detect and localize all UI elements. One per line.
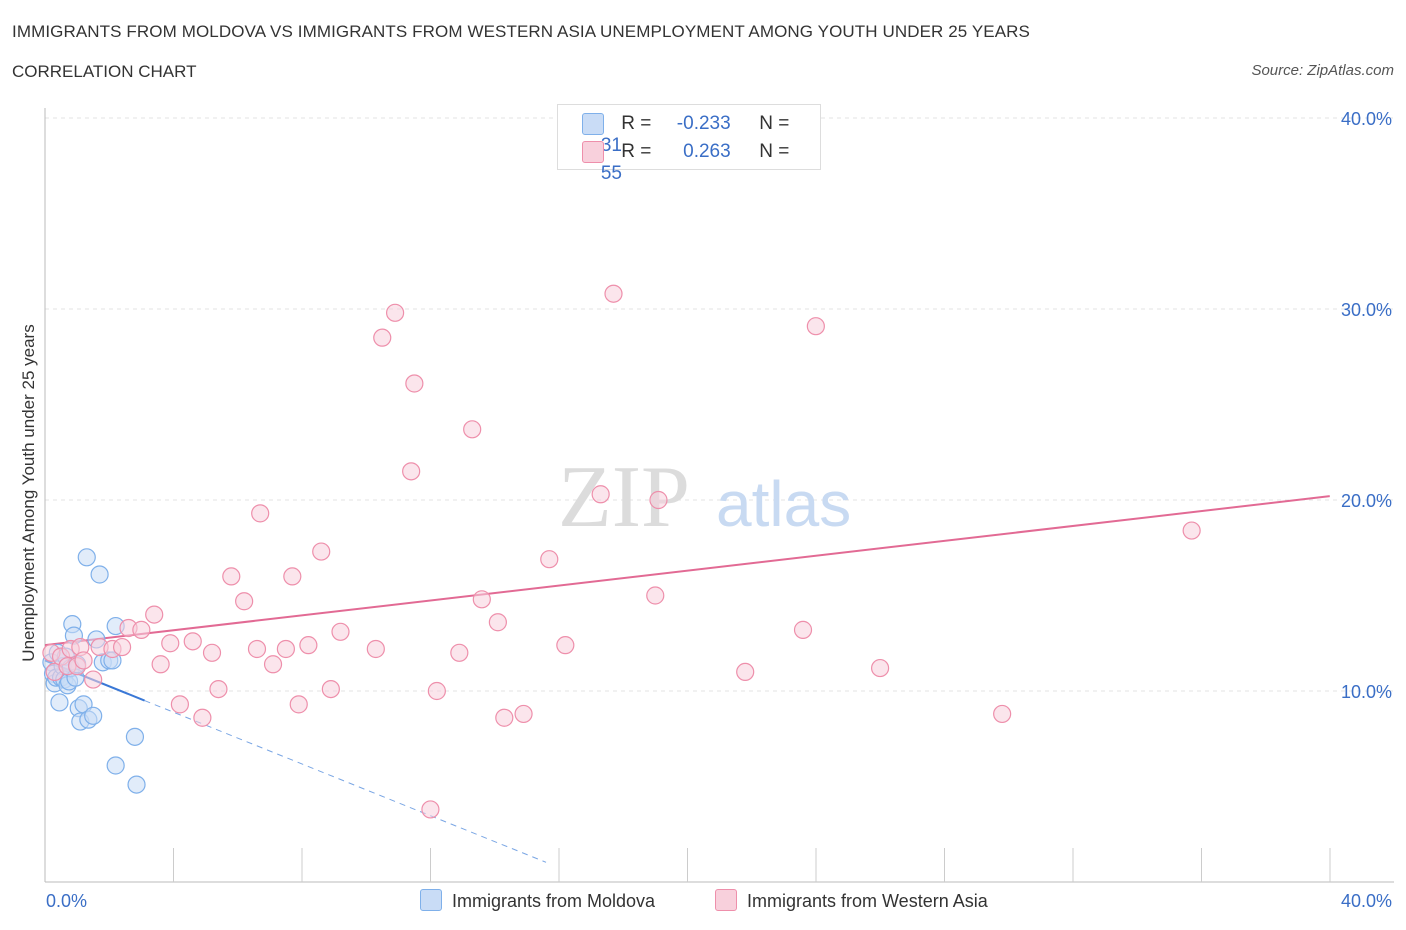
legend-swatch <box>420 889 442 911</box>
x-tick-label: 0.0% <box>46 891 87 911</box>
point-western-asia <box>421 800 440 819</box>
point-moldova <box>90 565 109 584</box>
point-western-asia <box>263 655 283 674</box>
point-western-asia <box>193 708 212 727</box>
point-western-asia <box>495 708 514 727</box>
stats-legend-row-western-asia: R = 0.263 N = 55 <box>582 141 820 184</box>
point-western-asia <box>488 613 507 632</box>
point-western-asia <box>321 679 340 699</box>
point-western-asia <box>151 655 170 674</box>
y-axis-label: Unemployment Among Youth under 25 years <box>19 324 38 662</box>
source-credit: Source: ZipAtlas.com <box>1251 62 1394 79</box>
point-western-asia <box>283 567 302 586</box>
point-western-asia <box>161 634 180 653</box>
point-moldova <box>127 775 146 794</box>
point-western-asia <box>170 695 189 714</box>
r-label: R = <box>621 113 652 135</box>
n-value: 31 <box>600 135 622 157</box>
point-western-asia <box>183 632 202 651</box>
point-western-asia <box>793 620 813 639</box>
legend-swatch-moldova <box>582 113 604 135</box>
point-western-asia <box>251 504 270 523</box>
point-moldova <box>125 727 145 746</box>
n-value: 55 <box>600 163 622 185</box>
trend-line-western-asia <box>44 495 1330 647</box>
axes <box>44 108 1394 883</box>
r-value: -0.233 <box>676 113 731 135</box>
stats-legend: R = -0.233 N = 31 R = 0.263 N = 55 <box>557 104 821 184</box>
legend-label: Immigrants from Moldova <box>452 891 656 911</box>
legend-label: Immigrants from Western Asia <box>747 891 988 911</box>
point-western-asia <box>870 658 890 678</box>
point-western-asia <box>74 651 93 670</box>
point-western-asia <box>405 374 424 393</box>
point-western-asia <box>235 592 254 611</box>
n-label: N = <box>759 113 790 135</box>
point-western-asia <box>84 670 103 689</box>
point-moldova <box>50 693 69 712</box>
point-western-asia <box>450 643 469 662</box>
point-western-asia <box>331 622 350 641</box>
r-value: 0.263 <box>683 141 731 163</box>
point-western-asia <box>385 303 405 322</box>
y-tick-label: 40.0% <box>1341 109 1392 129</box>
watermark-atlas: atlas <box>716 468 851 540</box>
watermark-zip: ZIP <box>558 449 690 546</box>
point-western-asia <box>646 586 665 605</box>
point-western-asia <box>806 317 825 336</box>
watermark: ZIP atlas <box>558 449 851 546</box>
point-western-asia <box>540 550 559 569</box>
point-western-asia <box>132 620 151 639</box>
point-moldova <box>77 548 96 567</box>
point-western-asia <box>299 636 318 655</box>
point-western-asia <box>373 328 392 347</box>
point-western-asia <box>366 639 385 659</box>
legend-swatch <box>715 889 737 911</box>
point-moldova <box>106 756 125 775</box>
y-tick-label: 30.0% <box>1341 300 1392 320</box>
tick-labels: 10.0% 20.0% 30.0% 40.0% 0.0% 40.0% <box>46 109 1392 911</box>
point-western-asia <box>1182 521 1201 540</box>
data-points <box>42 284 1201 819</box>
point-western-asia <box>591 485 610 504</box>
chart-title: IMMIGRANTS FROM MOLDOVA VS IMMIGRANTS FR… <box>12 22 1030 41</box>
point-western-asia <box>556 636 575 655</box>
point-western-asia <box>402 462 421 481</box>
n-label: N = <box>759 141 790 163</box>
point-western-asia <box>427 681 446 701</box>
point-western-asia <box>514 704 533 724</box>
point-western-asia <box>289 695 308 714</box>
point-western-asia <box>112 637 132 657</box>
point-western-asia <box>202 643 222 662</box>
x-tick-label: 40.0% <box>1341 891 1392 911</box>
point-western-asia <box>993 704 1012 724</box>
legend-item-western-asia: Immigrants from Western Asia <box>715 889 988 912</box>
point-western-asia <box>145 605 164 624</box>
point-western-asia <box>276 639 295 659</box>
point-moldova <box>84 706 103 725</box>
chart-subtitle: CORRELATION CHART <box>12 62 197 81</box>
stats-legend-row-moldova: R = -0.233 N = 31 <box>582 113 820 156</box>
point-western-asia <box>736 662 755 682</box>
trend-lines <box>44 495 1330 863</box>
point-western-asia <box>472 590 491 609</box>
point-western-asia <box>209 679 228 699</box>
legend-item-moldova: Immigrants from Moldova <box>420 889 655 912</box>
point-western-asia <box>222 567 241 586</box>
point-western-asia <box>604 284 623 303</box>
point-western-asia <box>463 420 482 439</box>
legend-swatch-western-asia <box>582 141 604 163</box>
point-western-asia <box>649 490 668 510</box>
y-tick-label: 10.0% <box>1341 682 1392 702</box>
point-western-asia <box>312 542 331 561</box>
y-tick-label: 20.0% <box>1341 491 1392 511</box>
point-western-asia <box>247 639 267 659</box>
r-label: R = <box>621 141 652 163</box>
